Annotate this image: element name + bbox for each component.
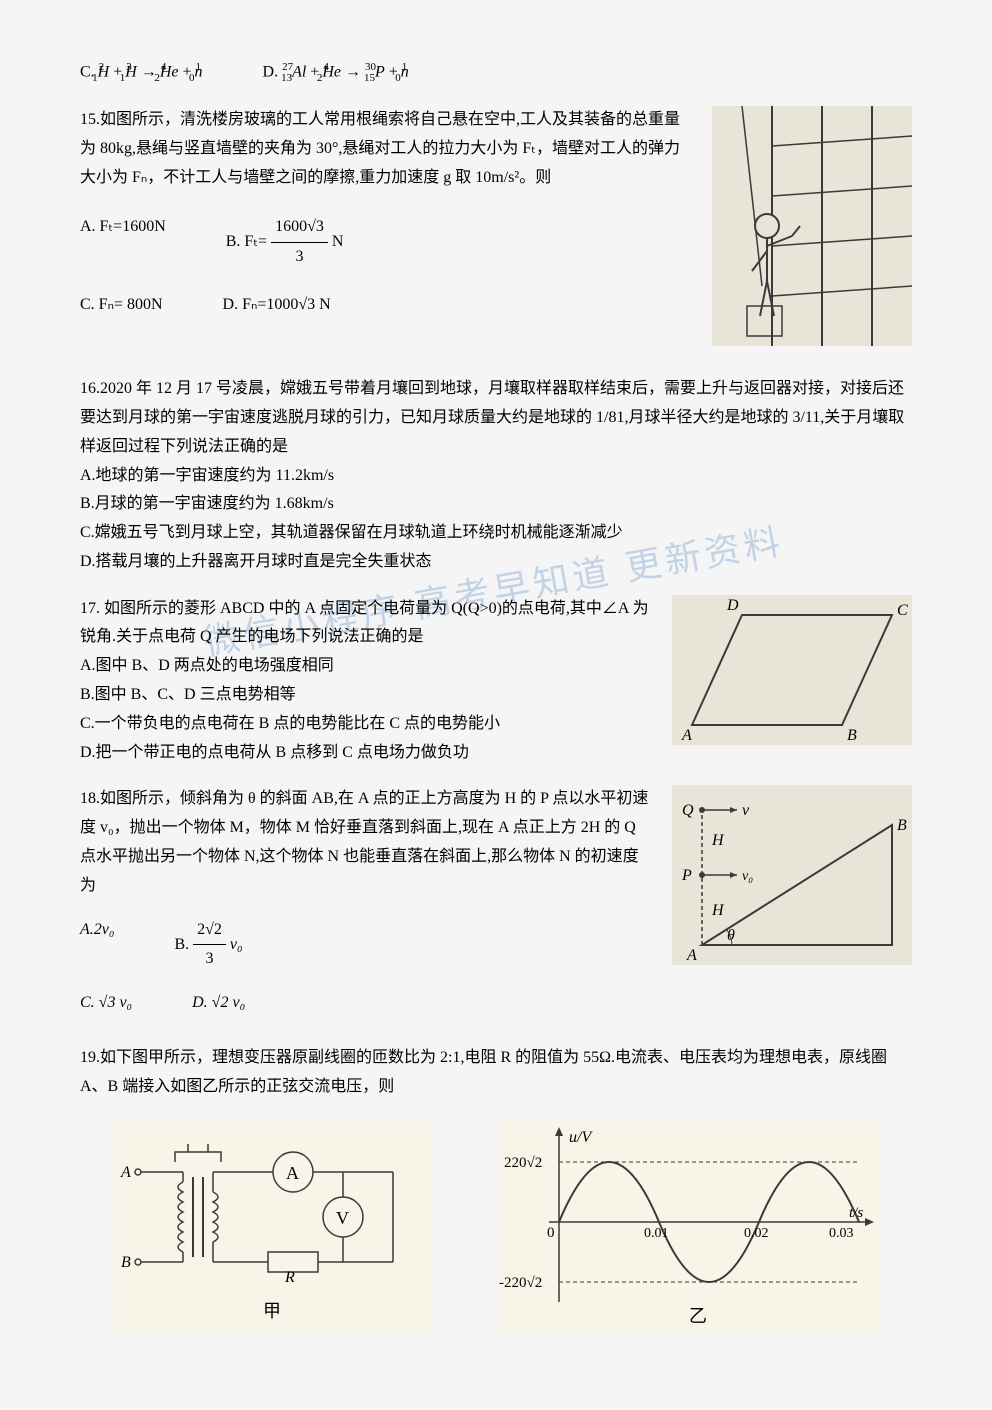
q15-b-den: 3 bbox=[271, 243, 328, 272]
q14-options: C. 21H + 31H → 42He + 10n D. 2713Al + 42… bbox=[80, 58, 912, 88]
svg-text:v₀: v₀ bbox=[742, 869, 753, 884]
svg-text:H: H bbox=[711, 832, 725, 849]
q15-row2: C. Fₙ= 800N D. Fₙ=1000√3 N bbox=[80, 291, 692, 320]
svg-text:H: H bbox=[711, 902, 725, 919]
q18-b-num: 2√2 bbox=[193, 916, 226, 946]
svg-text:B: B bbox=[897, 817, 907, 834]
svg-text:D: D bbox=[726, 597, 739, 614]
q16-d: D.搭载月壤的上升器离开月球时直是完全失重状态 bbox=[80, 548, 912, 577]
option-d-label: D. bbox=[263, 63, 279, 80]
svg-text:Q: Q bbox=[682, 802, 694, 819]
q15-b: B. Fₜ= 1600√3 3 N bbox=[226, 213, 344, 272]
circuit-svg: A B A bbox=[113, 1122, 433, 1332]
svg-text:乙: 乙 bbox=[689, 1306, 707, 1326]
svg-text:A: A bbox=[681, 727, 692, 744]
option-row: C. 21H + 31H → 42He + 10n D. 2713Al + 42… bbox=[80, 58, 912, 88]
q18-a: A.2v₀ bbox=[80, 916, 114, 975]
q15-a: A. Fₜ=1600N bbox=[80, 213, 166, 272]
incline-svg: Q P A B v v₀ H H θ bbox=[672, 785, 912, 965]
q18-b-label: B. bbox=[174, 936, 189, 953]
svg-text:B: B bbox=[847, 727, 857, 744]
q18-b-frac: 2√2 3 bbox=[193, 916, 226, 975]
q16-text: 16.2020 年 12 月 17 号凌晨，嫦娥五号带着月壤回到地球，月壤取样器… bbox=[80, 375, 912, 461]
q16-b: B.月球的第一宇宙速度约为 1.68km/s bbox=[80, 490, 912, 519]
q18-figure: Q P A B v v₀ H H θ bbox=[672, 785, 912, 976]
svg-text:A: A bbox=[286, 1163, 299, 1183]
option-d: D. 2713Al + 42He → 3015P + 10n bbox=[263, 58, 409, 88]
svg-text:0.02: 0.02 bbox=[744, 1226, 769, 1241]
q15: 15.如图所示，清洗楼房玻璃的工人常用根绳索将自己悬在空中,工人及其装备的总重量… bbox=[80, 106, 912, 357]
q18-b-suffix: v₀ bbox=[230, 936, 243, 953]
q15-b-num: 1600√3 bbox=[271, 213, 328, 243]
q16-a: A.地球的第一宇宙速度约为 11.2km/s bbox=[80, 462, 912, 491]
window-cleaner-svg bbox=[712, 106, 912, 346]
svg-text:0.01: 0.01 bbox=[644, 1226, 669, 1241]
svg-text:-220√2: -220√2 bbox=[499, 1275, 542, 1291]
svg-text:甲: 甲 bbox=[263, 1301, 281, 1321]
sine-diagram: u/V 220√2 -220√2 0 0.01 0.02 0.03 t/s 乙 bbox=[499, 1122, 879, 1343]
q19-text: 19.如下图甲所示，理想变压器原副线圈的匝数比为 2:1,电阻 R 的阻值为 5… bbox=[80, 1044, 912, 1102]
svg-text:0: 0 bbox=[547, 1225, 555, 1241]
q15-figure bbox=[712, 106, 912, 357]
svg-text:P: P bbox=[681, 867, 692, 884]
svg-text:A: A bbox=[120, 1164, 131, 1181]
svg-text:t/s: t/s bbox=[849, 1205, 863, 1221]
q17-figure: A B C D bbox=[672, 595, 912, 756]
q18-row2: C. √3 v₀ D. √2 v₀ bbox=[80, 989, 912, 1018]
svg-text:θ: θ bbox=[727, 927, 735, 944]
svg-text:C: C bbox=[897, 602, 908, 619]
q18-c: C. √3 v₀ bbox=[80, 989, 132, 1018]
q15-b-unit: N bbox=[332, 233, 344, 250]
svg-text:u/V: u/V bbox=[569, 1129, 593, 1146]
q16: 16.2020 年 12 月 17 号凌晨，嫦娥五号带着月壤回到地球，月壤取样器… bbox=[80, 375, 912, 577]
q15-b-frac: 1600√3 3 bbox=[271, 213, 328, 272]
svg-text:220√2: 220√2 bbox=[504, 1155, 542, 1171]
svg-text:v: v bbox=[742, 802, 750, 819]
q15-c: C. Fₙ= 800N bbox=[80, 291, 163, 320]
svg-text:V: V bbox=[336, 1208, 349, 1228]
q15-b-label: B. Fₜ= bbox=[226, 233, 267, 250]
circuit-diagram: A B A bbox=[113, 1122, 433, 1343]
svg-text:B: B bbox=[121, 1254, 131, 1271]
q15-row1: A. Fₜ=1600N B. Fₜ= 1600√3 3 N bbox=[80, 213, 692, 272]
q17: A B C D 17. 如图所示的菱形 ABCD 中的 A 点固定个电荷量为 Q… bbox=[80, 595, 912, 768]
option-c: C. 21H + 31H → 42He + 10n bbox=[80, 58, 203, 88]
q15-d: D. Fₙ=1000√3 N bbox=[223, 291, 331, 320]
q18: Q P A B v v₀ H H θ 18.如图所示，倾斜角为 θ 的斜面 AB… bbox=[80, 785, 912, 1026]
svg-text:A: A bbox=[686, 947, 697, 964]
svg-text:R: R bbox=[284, 1269, 295, 1286]
q19-figures: A B A bbox=[80, 1122, 912, 1343]
q18-b-den: 3 bbox=[193, 945, 226, 974]
sine-svg: u/V 220√2 -220√2 0 0.01 0.02 0.03 t/s 乙 bbox=[499, 1122, 879, 1332]
q19: 19.如下图甲所示，理想变压器原副线圈的匝数比为 2:1,电阻 R 的阻值为 5… bbox=[80, 1044, 912, 1342]
q16-c: C.嫦娥五号飞到月球上空，其轨道器保留在月球轨道上环绕时机械能逐渐减少 bbox=[80, 519, 912, 548]
rhombus-svg: A B C D bbox=[672, 595, 912, 745]
q18-b: B. 2√2 3 v₀ bbox=[174, 916, 242, 975]
q18-row1: A.2v₀ B. 2√2 3 v₀ bbox=[80, 916, 652, 975]
svg-text:0.03: 0.03 bbox=[829, 1226, 854, 1241]
q18-d: D. √2 v₀ bbox=[192, 989, 245, 1018]
